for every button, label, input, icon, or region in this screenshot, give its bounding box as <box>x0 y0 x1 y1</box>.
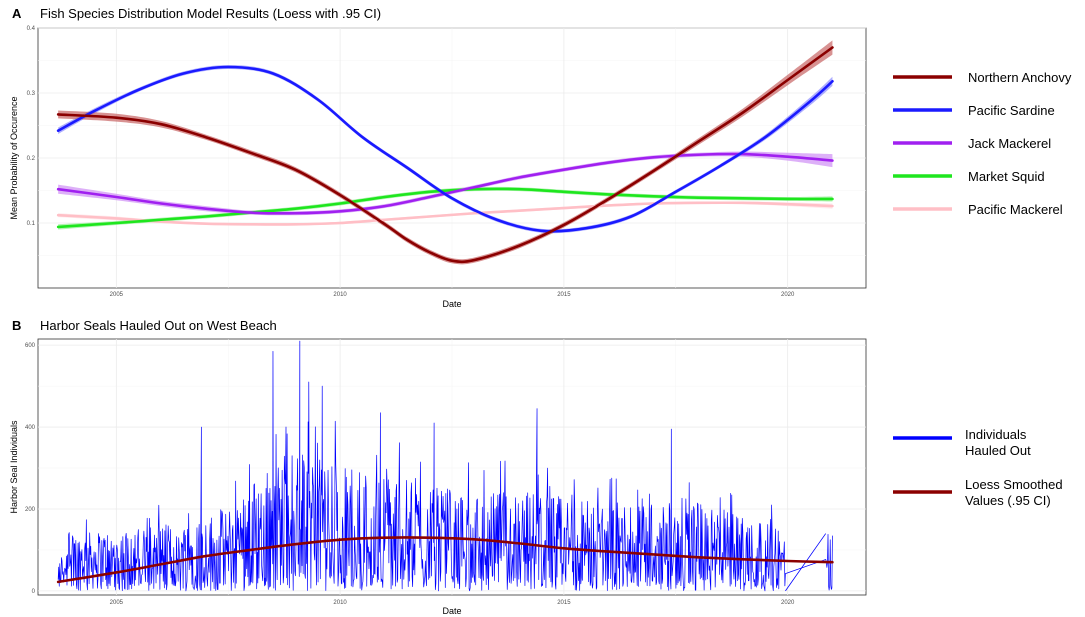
panel-b-y-tick-label: 400 <box>25 425 36 431</box>
panel-a-y-tick-label: 0.2 <box>27 156 36 162</box>
panel-b-x-axis-title: Date <box>442 606 461 616</box>
legend-label-market-squid: Market Squid <box>968 169 1045 184</box>
legend-label-jack-mackerel: Jack Mackerel <box>968 136 1051 151</box>
panel-b: B Harbor Seals Hauled Out on West Beach … <box>9 318 1063 616</box>
legend-label-line: Loess Smoothed <box>965 477 1063 492</box>
panel-a: A Fish Species Distribution Model Result… <box>9 6 1072 309</box>
series-line-northern-anchovy <box>56 46 834 264</box>
legend-label-pacific-mackerel: Pacific Mackerel <box>968 202 1063 217</box>
panel-a-x-tick-label: 2020 <box>781 292 795 298</box>
series-line-market-squid <box>56 187 834 229</box>
panel-b-letter: B <box>12 318 21 333</box>
panel-a-x-tick-label: 2015 <box>557 292 571 298</box>
series-line-pacific-sardine <box>56 65 834 233</box>
series-line-loess-smoothed-values <box>56 536 834 584</box>
legend-label-line: Individuals <box>965 427 1027 442</box>
panel-b-y-axis-title: Harbor Seal Individuals <box>9 420 19 514</box>
series-line-jack-mackerel <box>56 152 834 215</box>
panel-b-y-tick-label: 0 <box>32 589 36 595</box>
panel-a-y-tick-label: 0.3 <box>27 91 36 97</box>
series-line-individuals-hauled-out <box>57 340 833 592</box>
legend-label-line: Hauled Out <box>965 443 1031 458</box>
panel-b-x-tick-label: 2010 <box>333 600 347 606</box>
panel-b-x-tick-label: 2015 <box>557 600 571 606</box>
panel-a-x-tick-label: 2010 <box>333 292 347 298</box>
panel-a-y-tick-label: 0.1 <box>27 221 36 227</box>
panel-b-y-tick-label: 600 <box>25 343 36 349</box>
legend-label-northern-anchovy: Northern Anchovy <box>968 70 1072 85</box>
panel-b-x-tick-label: 2020 <box>781 600 795 606</box>
panel-b-x-tick-label: 2005 <box>110 600 124 606</box>
legend-label-loess-smoothed-values: Loess Smoothed Values (.95 CI) <box>965 477 1063 508</box>
panel-b-legend: Individuals Hauled Out Loess Smoothed Valu… <box>893 427 1063 508</box>
panel-b-y-tick-label: 200 <box>25 507 36 513</box>
panel-a-series-lines <box>56 46 834 264</box>
panel-a-x-axis-title: Date <box>442 299 461 309</box>
ci-band-northern-anchovy <box>58 40 833 265</box>
panel-a-x-tick-label: 2005 <box>110 292 124 298</box>
panel-a-y-axis-title: Mean Probability of Occurence <box>9 96 19 219</box>
panel-a-y-tick-label: 0.4 <box>27 26 36 32</box>
legend-label-individuals-hauled-out: Individuals Hauled Out <box>965 427 1031 458</box>
series-line-pacific-mackerel <box>56 201 834 226</box>
panel-b-series <box>56 340 834 592</box>
panel-a-title: Fish Species Distribution Model Results … <box>40 6 381 21</box>
panel-a-letter: A <box>12 6 22 21</box>
ci-band-market-squid <box>58 186 833 230</box>
legend-label-pacific-sardine: Pacific Sardine <box>968 103 1055 118</box>
panel-b-title: Harbor Seals Hauled Out on West Beach <box>40 318 277 333</box>
legend-label-line: Values (.95 CI) <box>965 493 1051 508</box>
panel-a-legend: Northern Anchovy Pacific Sardine Jack Ma… <box>893 70 1072 217</box>
